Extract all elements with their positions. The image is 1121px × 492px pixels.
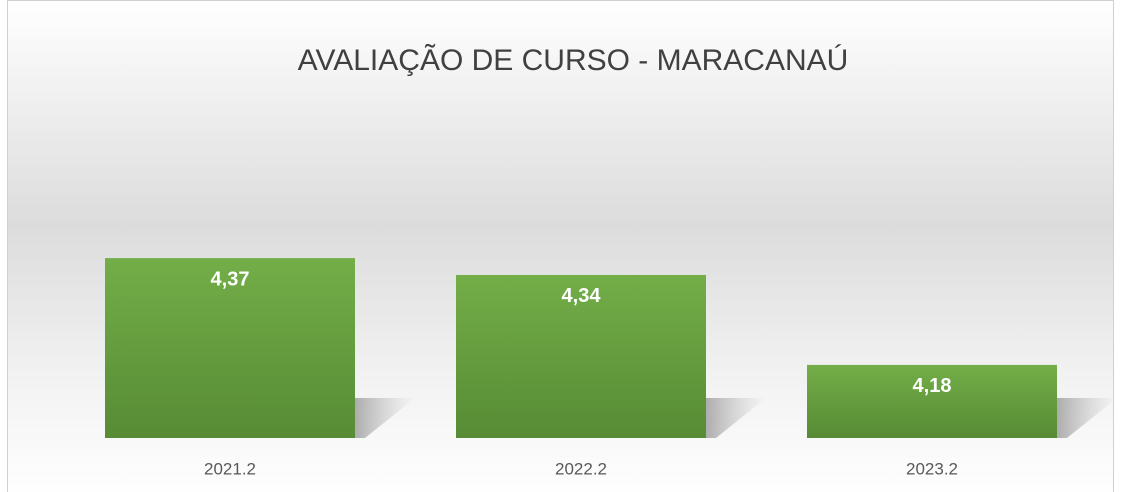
chart-title: AVALIAÇÃO DE CURSO - MARACANAÚ — [298, 43, 849, 77]
bar-shadow — [1057, 398, 1117, 438]
x-tick-label: 2023.2 — [906, 459, 958, 478]
value-label: 4,18 — [913, 375, 952, 397]
x-tick-label: 2022.2 — [555, 459, 607, 478]
value-label: 4,37 — [211, 268, 250, 290]
x-tick-label: 2021.2 — [204, 459, 256, 478]
bar — [105, 258, 355, 438]
value-label: 4,34 — [562, 285, 602, 307]
bar-shadow — [355, 398, 415, 438]
bar — [807, 364, 1057, 438]
bar — [456, 274, 706, 438]
bar-shadow — [706, 398, 766, 438]
